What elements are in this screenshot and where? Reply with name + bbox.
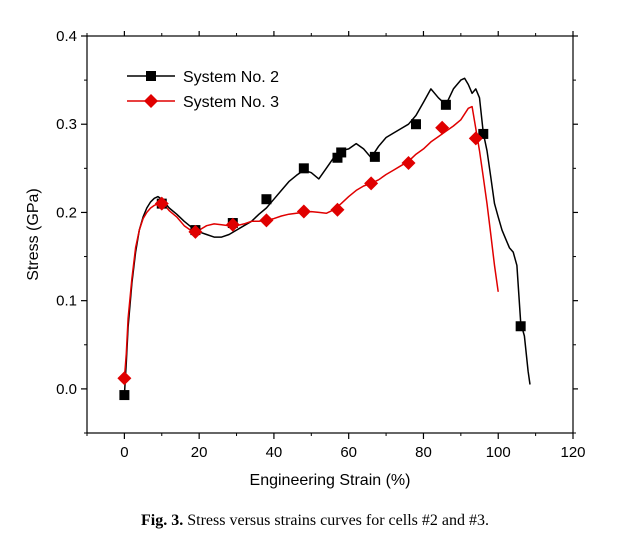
legend-label: System No. 2 — [183, 69, 279, 86]
data-point — [364, 176, 379, 191]
series-line-3 — [123, 105, 499, 379]
data-point — [515, 321, 526, 332]
data-point — [117, 371, 132, 386]
data-point — [468, 131, 483, 146]
data-point — [225, 217, 240, 232]
data-point — [188, 224, 203, 239]
legend-marker — [144, 94, 158, 108]
y-tick-label: 0.1 — [56, 293, 77, 310]
data-point — [298, 163, 309, 174]
y-axis: 0.0 0.1 0.2 0.3 0.4 — [56, 28, 578, 434]
y-tick-label: 0.0 — [56, 381, 77, 398]
legend-label: System No. 3 — [183, 94, 279, 111]
series-line-2 — [123, 77, 531, 396]
caption-text: Stress versus strains curves for cells #… — [183, 512, 489, 529]
x-axis-title: Engineering Strain (%) — [250, 472, 411, 489]
x-tick-label: 120 — [560, 444, 585, 461]
data-point — [478, 128, 489, 139]
data-point — [410, 119, 421, 130]
series-markers — [117, 99, 526, 401]
data-point — [440, 99, 451, 110]
y-tick-label: 0.2 — [56, 204, 77, 221]
x-tick-label: 40 — [266, 444, 283, 461]
y-tick-label: 0.3 — [56, 116, 77, 133]
plot-frame — [86, 35, 574, 434]
data-point — [332, 152, 343, 163]
data-point — [435, 120, 450, 135]
x-tick-label: 20 — [191, 444, 208, 461]
plot-border — [86, 35, 574, 434]
series-lines — [123, 77, 531, 396]
data-point — [261, 194, 272, 205]
x-tick-label: 100 — [486, 444, 511, 461]
data-point — [296, 204, 311, 219]
x-tick-label: 60 — [340, 444, 357, 461]
x-tick-label: 0 — [120, 444, 128, 461]
caption-label: Fig. 3. — [141, 512, 184, 529]
data-point — [330, 202, 345, 217]
data-point — [336, 147, 347, 158]
figure-caption: Fig. 3. Stress versus strains curves for… — [0, 512, 630, 530]
data-point — [119, 390, 130, 401]
y-axis-title: Stress (GPa) — [25, 188, 42, 280]
data-point — [154, 196, 169, 211]
y-tick-label: 0.4 — [56, 28, 77, 45]
x-axis: 0 20 40 60 80 100 120 — [86, 31, 586, 461]
x-tick-label: 80 — [415, 444, 432, 461]
data-point — [369, 151, 380, 162]
data-point — [401, 156, 416, 171]
data-point — [259, 213, 274, 228]
legend: System No. 2 System No. 3 — [127, 69, 279, 111]
legend-marker — [146, 71, 156, 81]
